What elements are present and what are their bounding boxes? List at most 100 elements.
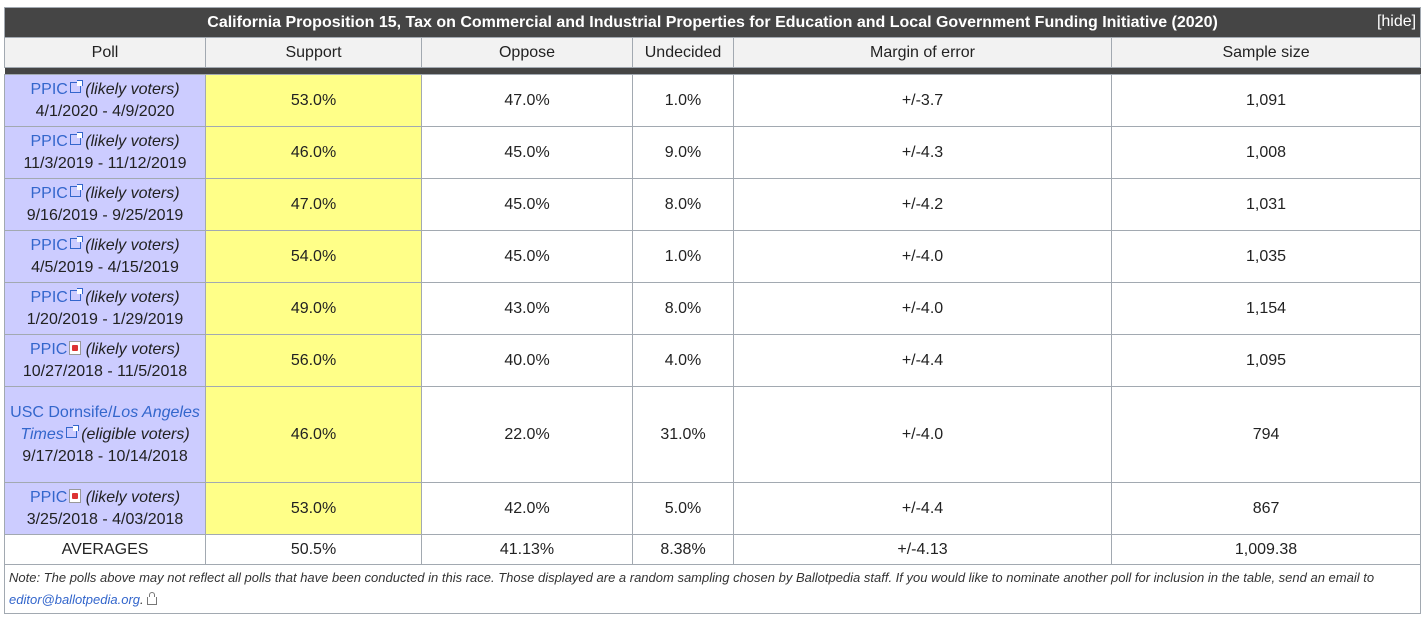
external-link-icon[interactable] <box>69 183 83 197</box>
sample-size-cell: 1,095 <box>1110 334 1422 387</box>
table-row: PPIC (likely voters) 9/16/2019 - 9/25/201… <box>4 178 1422 231</box>
averages-oppose: 41.13% <box>421 534 633 565</box>
poll-dates: 11/3/2019 - 11/12/2019 <box>23 154 187 172</box>
header-separator <box>4 67 1421 75</box>
support-cell: 46.0% <box>205 126 422 179</box>
averages-support: 50.5% <box>205 534 422 565</box>
pollster-link[interactable]: PPIC <box>30 236 68 254</box>
averages-row: AVERAGES 50.5% 41.13% 8.38% +/-4.13 1,00… <box>4 534 1422 565</box>
column-header-sample-size: Sample size <box>1110 37 1422 68</box>
poll-dates: 4/1/2020 - 4/9/2020 <box>35 102 175 120</box>
pdf-icon[interactable] <box>69 340 82 355</box>
table-title: California Proposition 15, Tax on Commer… <box>207 13 1218 31</box>
note-cell: Note: The polls above may not reflect al… <box>3 564 1422 614</box>
margin-of-error-cell: +/-4.0 <box>733 282 1112 335</box>
support-cell: 53.0% <box>205 482 422 535</box>
pdf-icon[interactable] <box>69 488 82 503</box>
margin-of-error-cell: +/-4.3 <box>733 126 1112 179</box>
poll-cell: PPIC (likely voters) 3/25/2018 - 4/03/201… <box>4 482 206 535</box>
column-header-oppose: Oppose <box>421 37 633 68</box>
margin-of-error-cell: +/-4.2 <box>733 178 1112 231</box>
column-header-undecided: Undecided <box>632 37 734 68</box>
pollster-link[interactable]: PPIC <box>29 488 68 506</box>
email-link[interactable]: editor@ballotpedia.org <box>9 592 141 607</box>
undecided-cell: 1.0% <box>632 74 734 127</box>
lock-icon <box>146 592 157 605</box>
sample-size-cell: 1,008 <box>1110 126 1422 179</box>
oppose-cell: 47.0% <box>421 74 633 127</box>
support-cell: 46.0% <box>205 386 422 483</box>
hide-toggle[interactable]: [hide] <box>1376 13 1417 30</box>
table-title-bar: California Proposition 15, Tax on Commer… <box>3 7 1422 38</box>
table-row: PPIC (likely voters) 10/27/2018 - 11/5/20… <box>4 334 1422 387</box>
sample-size-cell: 794 <box>1110 386 1422 483</box>
pollster-link[interactable]: PPIC <box>30 80 68 98</box>
poll-cell: PPIC (likely voters) 9/16/2019 - 9/25/201… <box>4 178 206 231</box>
column-header-row: Poll Support Oppose Undecided Margin of … <box>4 37 1422 68</box>
oppose-cell: 43.0% <box>421 282 633 335</box>
voter-type: (likely voters) <box>85 236 180 254</box>
poll-cell: USC Dornsife/Los Angeles Times (eligible… <box>4 386 206 483</box>
poll-rows: PPIC (likely voters) 4/1/2020 - 4/9/2020 5… <box>4 74 1422 535</box>
column-header-poll: Poll <box>4 37 206 68</box>
pollster-link[interactable]: PPIC <box>30 288 68 306</box>
sample-size-cell: 1,035 <box>1110 230 1422 283</box>
table-row: PPIC (likely voters) 4/1/2020 - 4/9/2020 5… <box>4 74 1422 127</box>
oppose-cell: 22.0% <box>421 386 633 483</box>
sample-size-cell: 1,031 <box>1110 178 1422 231</box>
averages-sample-size: 1,009.38 <box>1110 534 1422 565</box>
external-link-icon[interactable] <box>69 131 83 145</box>
poll-dates: 9/16/2019 - 9/25/2019 <box>26 206 184 224</box>
table-row: PPIC (likely voters) 11/3/2019 - 11/12/20… <box>4 126 1422 179</box>
polling-table-container: California Proposition 15, Tax on Commer… <box>3 7 1422 614</box>
poll-dates: 9/17/2018 - 10/14/2018 <box>22 447 188 465</box>
oppose-cell: 45.0% <box>421 126 633 179</box>
margin-of-error-cell: +/-3.7 <box>733 74 1112 127</box>
undecided-cell: 8.0% <box>632 178 734 231</box>
external-link-icon[interactable] <box>69 235 83 249</box>
note-text-end: . <box>140 592 144 607</box>
oppose-cell: 45.0% <box>421 178 633 231</box>
table-row: PPIC (likely voters) 1/20/2019 - 1/29/201… <box>4 282 1422 335</box>
pollster-link[interactable]: PPIC <box>30 132 68 150</box>
support-cell: 49.0% <box>205 282 422 335</box>
external-link-icon[interactable] <box>69 79 83 93</box>
support-cell: 54.0% <box>205 230 422 283</box>
voter-type: (likely voters) <box>85 340 181 358</box>
sample-size-cell: 1,154 <box>1110 282 1422 335</box>
column-header-margin-of-error: Margin of error <box>733 37 1112 68</box>
support-cell: 56.0% <box>205 334 422 387</box>
voter-type: (likely voters) <box>85 288 180 306</box>
poll-cell: PPIC (likely voters) 4/5/2019 - 4/15/2019 <box>4 230 206 283</box>
poll-cell: PPIC (likely voters) 1/20/2019 - 1/29/201… <box>4 282 206 335</box>
poll-dates: 10/27/2018 - 11/5/2018 <box>22 362 188 380</box>
averages-margin-of-error: +/-4.13 <box>733 534 1112 565</box>
pollster-link[interactable]: USC Dornsife/Los Angeles Times <box>10 403 200 443</box>
voter-type: (likely voters) <box>85 488 181 506</box>
pollster-link[interactable]: PPIC <box>29 340 68 358</box>
averages-undecided: 8.38% <box>632 534 734 565</box>
table-row: USC Dornsife/Los Angeles Times (eligible… <box>4 386 1422 483</box>
column-header-support: Support <box>205 37 422 68</box>
undecided-cell: 5.0% <box>632 482 734 535</box>
poll-cell: PPIC (likely voters) 11/3/2019 - 11/12/20… <box>4 126 206 179</box>
external-link-icon[interactable] <box>65 424 79 438</box>
poll-cell: PPIC (likely voters) 4/1/2020 - 4/9/2020 <box>4 74 206 127</box>
oppose-cell: 40.0% <box>421 334 633 387</box>
sample-size-cell: 867 <box>1110 482 1422 535</box>
voter-type: (likely voters) <box>85 184 180 202</box>
margin-of-error-cell: +/-4.4 <box>733 482 1112 535</box>
external-link-icon[interactable] <box>69 287 83 301</box>
undecided-cell: 1.0% <box>632 230 734 283</box>
undecided-cell: 4.0% <box>632 334 734 387</box>
voter-type: (eligible voters) <box>81 425 190 443</box>
sample-size-cell: 1,091 <box>1110 74 1422 127</box>
margin-of-error-cell: +/-4.4 <box>733 334 1112 387</box>
pollster-link[interactable]: PPIC <box>30 184 68 202</box>
margin-of-error-cell: +/-4.0 <box>733 386 1112 483</box>
table-row: PPIC (likely voters) 4/5/2019 - 4/15/2019… <box>4 230 1422 283</box>
poll-dates: 1/20/2019 - 1/29/2019 <box>26 310 184 328</box>
poll-dates: 4/5/2019 - 4/15/2019 <box>31 258 179 276</box>
oppose-cell: 42.0% <box>421 482 633 535</box>
table-row: PPIC (likely voters) 3/25/2018 - 4/03/201… <box>4 482 1422 535</box>
